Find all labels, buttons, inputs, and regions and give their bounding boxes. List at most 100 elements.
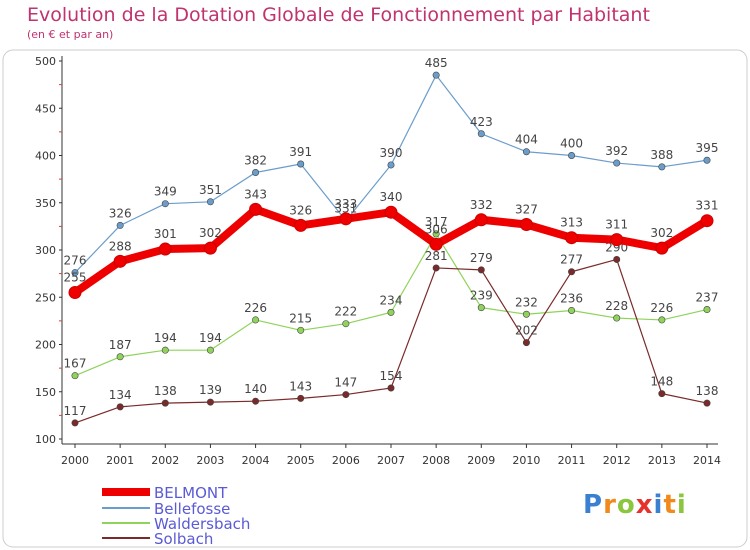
data-point — [387, 308, 395, 316]
x-tick-label: 2011 — [558, 454, 586, 467]
data-point — [339, 212, 353, 226]
series-lines: 276 326 349 351 382 391 331 390 485 423 404 400 392 3… — [64, 56, 719, 427]
data-label: 228 — [605, 299, 628, 313]
x-axis: 2000 2001 2002 2003 2004 2005 2006 2007 2008 2009… — [61, 443, 721, 467]
data-point — [71, 419, 79, 427]
data-label: 301 — [154, 227, 177, 241]
data-label: 331 — [696, 199, 719, 213]
data-point — [116, 403, 124, 411]
x-tick-label: 2007 — [377, 454, 405, 467]
data-label: 234 — [380, 293, 403, 307]
data-label: 202 — [515, 324, 538, 338]
data-label: 194 — [199, 331, 222, 345]
data-point — [249, 202, 263, 216]
data-point — [703, 399, 711, 407]
data-point — [610, 233, 624, 247]
x-tick-label: 2008 — [422, 454, 450, 467]
chart-subtitle: (en € et par an) — [27, 28, 114, 41]
data-point — [116, 221, 124, 229]
data-label: 349 — [154, 185, 177, 199]
data-label: 317 — [425, 215, 448, 229]
data-label: 232 — [515, 295, 538, 309]
data-label: 226 — [650, 301, 673, 315]
data-label: 404 — [515, 133, 538, 147]
y-tick-label: 400 — [35, 150, 56, 163]
x-tick-label: 2003 — [196, 454, 224, 467]
data-label: 255 — [64, 271, 87, 285]
data-point — [252, 316, 260, 324]
proxiti-logo: Proxiti — [583, 490, 687, 520]
data-point — [568, 306, 576, 314]
data-point — [568, 268, 576, 276]
data-label: 302 — [650, 226, 673, 240]
data-label: 395 — [696, 141, 719, 155]
data-point — [387, 384, 395, 392]
data-point — [519, 217, 533, 231]
chart-title: Evolution de la Dotation Globale de Fonc… — [27, 4, 650, 26]
y-tick-label: 250 — [35, 291, 56, 304]
x-tick-label: 2005 — [287, 454, 315, 467]
data-point — [161, 200, 169, 208]
data-label: 154 — [380, 369, 403, 383]
data-point — [565, 231, 579, 245]
series-waldersbach: 167 187 194 194 226 215 222 234 317 239 232 236 228 2… — [64, 215, 718, 380]
data-label: 306 — [425, 222, 448, 236]
data-point — [294, 218, 308, 232]
data-label: 340 — [380, 190, 403, 204]
data-label: 134 — [109, 388, 132, 402]
data-label: 327 — [515, 202, 538, 216]
data-label: 326 — [289, 203, 312, 217]
data-label: 311 — [605, 218, 628, 232]
logo-letter: t — [663, 490, 677, 520]
data-point — [158, 242, 172, 256]
data-point — [116, 353, 124, 361]
data-label: 485 — [425, 56, 448, 70]
data-point — [522, 310, 530, 318]
data-label: 332 — [470, 198, 493, 212]
data-point — [297, 326, 305, 334]
data-point — [161, 399, 169, 407]
logo-letter: o — [616, 490, 636, 520]
data-point — [522, 339, 530, 347]
y-tick-label: 450 — [35, 102, 56, 115]
data-label: 148 — [650, 375, 673, 389]
logo-letter: x — [635, 490, 654, 520]
legend-label-waldersbach: Waldersbach — [154, 515, 250, 533]
logo-letter: P — [583, 490, 604, 520]
y-tick-label: 100 — [35, 433, 56, 446]
data-label: 351 — [199, 183, 222, 197]
data-label: 331 — [334, 202, 357, 216]
data-point — [113, 254, 127, 268]
legend-label-belmont: BELMONT — [154, 484, 228, 502]
data-label: 391 — [289, 145, 312, 159]
data-point — [658, 163, 666, 171]
y-tick-label: 500 — [35, 55, 56, 68]
data-point — [568, 152, 576, 160]
data-label: 392 — [605, 144, 628, 158]
y-tick-label: 350 — [35, 197, 56, 210]
x-tick-label: 2010 — [512, 454, 540, 467]
series-belmont: 255 288 301 302 343 326 333 340 306 332 327 313 311 3… — [64, 187, 719, 300]
data-point — [658, 390, 666, 398]
data-point — [297, 394, 305, 402]
data-point — [613, 255, 621, 263]
data-point — [700, 214, 714, 228]
data-point — [477, 130, 485, 138]
x-tick-label: 2004 — [242, 454, 270, 467]
data-label: 333 — [334, 197, 357, 211]
data-label: 138 — [154, 384, 177, 398]
data-point — [384, 205, 398, 219]
data-label: 147 — [334, 376, 357, 390]
data-label: 288 — [109, 239, 132, 253]
data-label: 302 — [199, 226, 222, 240]
data-label: 215 — [289, 311, 312, 325]
data-point — [297, 160, 305, 168]
x-tick-label: 2006 — [332, 454, 360, 467]
data-point — [206, 346, 214, 354]
data-label: 139 — [199, 383, 222, 397]
data-label: 388 — [650, 148, 673, 162]
data-point — [703, 156, 711, 164]
